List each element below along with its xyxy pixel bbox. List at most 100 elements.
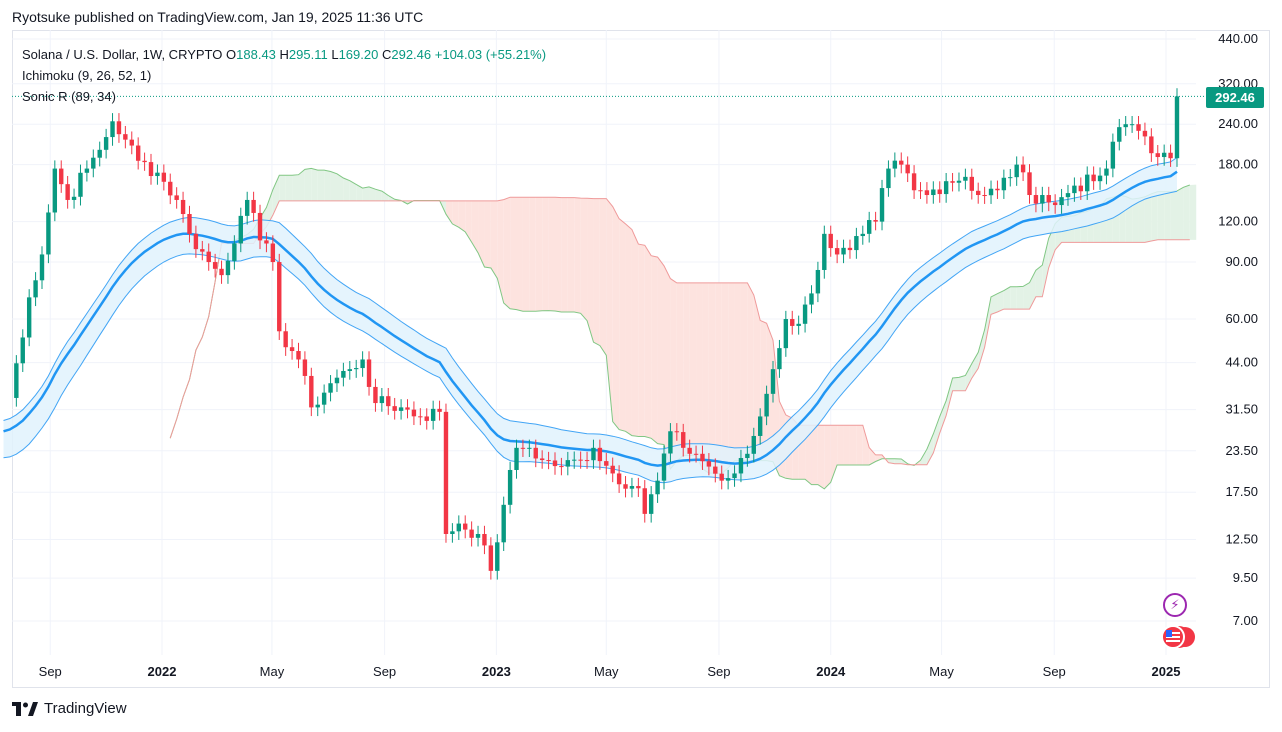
candle-body xyxy=(97,149,102,158)
cloud-segment xyxy=(606,198,613,422)
candle-body xyxy=(693,453,699,455)
candle xyxy=(398,399,404,420)
candle-body xyxy=(764,393,769,417)
candle-body xyxy=(155,172,160,177)
candle-body xyxy=(745,453,750,459)
low-value: 169.20 xyxy=(338,47,379,62)
candle-body xyxy=(20,337,25,364)
high-label: H xyxy=(279,47,289,62)
legend-ichimoku[interactable]: Ichimoku (9, 26, 52, 1) xyxy=(22,68,152,83)
flash-icon[interactable]: ⚡ xyxy=(1163,593,1187,617)
tradingview-footer[interactable]: TradingView xyxy=(12,700,127,717)
candle-body xyxy=(770,369,776,394)
low-label: L xyxy=(331,47,339,62)
candle-body xyxy=(1020,164,1026,173)
candle xyxy=(469,521,474,547)
cloud-segment xyxy=(862,425,870,465)
y-tick-label: 23.50 xyxy=(1225,443,1258,458)
cloud-segment xyxy=(837,425,844,465)
cloud-segment xyxy=(324,170,331,201)
cloud-segment xyxy=(1132,198,1139,243)
candle xyxy=(924,182,930,204)
candle xyxy=(790,310,795,335)
candle-body xyxy=(180,199,186,215)
candle xyxy=(693,445,699,463)
cloud-segment xyxy=(651,255,658,444)
legend-symbol-row[interactable]: Solana / U.S. Dollar, 1W, CRYPTO O188.43… xyxy=(22,44,546,65)
candle-body xyxy=(187,214,192,234)
candle xyxy=(591,439,596,469)
candle-body xyxy=(578,459,583,461)
candle xyxy=(578,451,583,469)
candle-body xyxy=(546,460,551,462)
candle-body xyxy=(815,269,821,294)
close-label: C xyxy=(381,47,392,62)
x-tick-label: 2025 xyxy=(1152,664,1181,679)
cloud-segment xyxy=(1003,286,1011,310)
candle xyxy=(572,451,577,469)
candle-body xyxy=(366,359,372,387)
cloud-segment xyxy=(522,197,530,312)
cloud-segment xyxy=(336,173,344,201)
candle xyxy=(379,387,385,412)
candle xyxy=(1046,186,1051,212)
candle xyxy=(257,204,263,250)
candle-body xyxy=(1001,177,1007,191)
candle xyxy=(681,423,686,457)
candle-body xyxy=(341,370,346,378)
flag-us-icon[interactable] xyxy=(1161,625,1185,649)
candle-body xyxy=(969,176,974,191)
cloud-segment xyxy=(452,200,459,228)
candle-body xyxy=(719,473,724,481)
candle xyxy=(148,153,154,185)
candle xyxy=(373,378,378,412)
candle xyxy=(604,452,609,475)
cloud-segment xyxy=(580,198,588,321)
candle xyxy=(251,191,256,222)
candle xyxy=(225,252,231,284)
candle-body xyxy=(1014,164,1019,178)
chart-legend: Solana / U.S. Dollar, 1W, CRYPTO O188.43… xyxy=(22,44,546,107)
legend-sonic-r[interactable]: Sonic R (89, 34) xyxy=(22,89,116,104)
candle-body xyxy=(168,181,173,196)
candle-body xyxy=(687,447,692,454)
candle-body xyxy=(636,486,641,489)
candle xyxy=(956,172,962,192)
candle xyxy=(366,351,372,396)
candle xyxy=(828,225,833,257)
candle-body xyxy=(507,469,513,505)
candle xyxy=(738,449,744,483)
candle xyxy=(648,486,654,523)
candle xyxy=(687,439,692,463)
candle-body xyxy=(783,319,789,349)
candle xyxy=(533,439,538,468)
cloud-segment xyxy=(843,425,850,465)
candle xyxy=(860,225,865,245)
candle-body xyxy=(456,523,462,532)
candle xyxy=(46,204,51,264)
chart-frame[interactable] xyxy=(12,30,1270,688)
cloud-segment xyxy=(805,425,812,485)
cloud-segment xyxy=(997,290,1004,312)
candle xyxy=(866,211,872,243)
candle xyxy=(424,408,429,430)
candle xyxy=(168,173,173,205)
senkou-span-b xyxy=(169,196,1190,466)
candle xyxy=(65,175,70,209)
cloud-segment xyxy=(561,197,568,312)
sonic-mid-line xyxy=(3,170,1178,467)
candle xyxy=(520,439,526,458)
cloud-segment xyxy=(631,229,639,437)
cloud-segment xyxy=(510,197,517,310)
cloud-segment xyxy=(548,197,555,312)
cloud-segment xyxy=(343,178,350,201)
candle-body xyxy=(142,160,147,163)
cloud-segment xyxy=(1023,282,1030,310)
open-value: 188.43 xyxy=(236,47,276,62)
candle xyxy=(950,172,955,192)
candle xyxy=(636,477,641,497)
y-tick-label: 180.00 xyxy=(1218,157,1258,172)
candle-body xyxy=(1136,124,1141,131)
candle-body xyxy=(244,199,250,216)
